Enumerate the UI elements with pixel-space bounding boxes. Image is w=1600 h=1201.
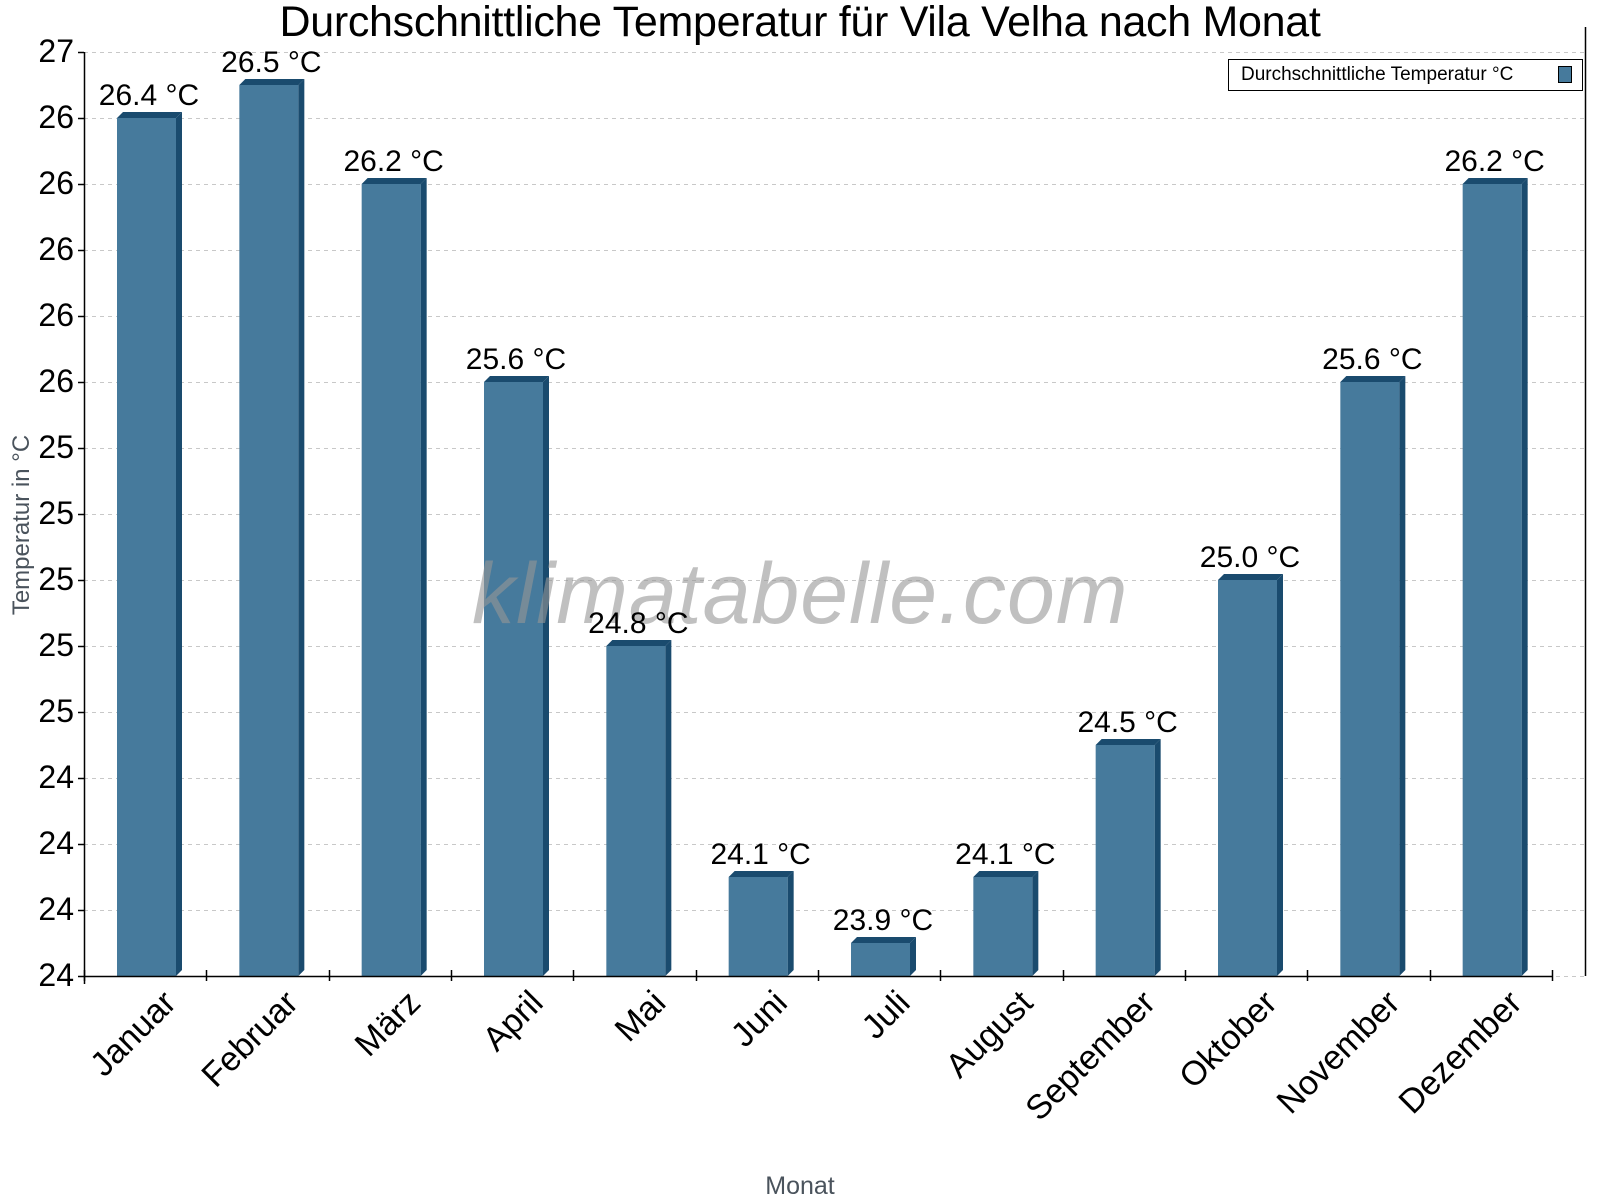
y-tick-label: 26 xyxy=(38,165,74,201)
value-label: 23.9 °C xyxy=(832,904,934,937)
bar-side xyxy=(910,937,916,976)
bar xyxy=(361,184,421,976)
value-label: 24.8 °C xyxy=(588,607,689,640)
bar xyxy=(1340,382,1400,976)
value-label: 26.2 °C xyxy=(1444,145,1545,178)
bar-side xyxy=(420,178,427,976)
y-tick-label: 24 xyxy=(38,957,74,993)
bar-side xyxy=(787,871,794,976)
y-tick-label: 25 xyxy=(38,561,74,597)
value-label: 24.5 °C xyxy=(1077,706,1178,739)
y-tick-label: 26 xyxy=(38,99,74,135)
bar xyxy=(728,877,788,976)
value-label: 25.6 °C xyxy=(465,343,567,376)
y-tick-label: 26 xyxy=(38,297,74,333)
y-tick-label: 25 xyxy=(38,495,74,531)
bar-top xyxy=(606,640,672,646)
bar-side xyxy=(1154,739,1161,976)
bar xyxy=(851,943,910,976)
bar xyxy=(973,877,1033,976)
x-axis-title: Monat xyxy=(765,1172,835,1200)
bar-side xyxy=(665,640,672,976)
legend-label: Durchschnittliche Temperatur °C xyxy=(1241,64,1514,85)
bar-side xyxy=(298,79,305,976)
value-label: 25.6 °C xyxy=(1322,343,1423,376)
bar-side xyxy=(176,112,182,976)
bar xyxy=(1462,184,1522,976)
bar xyxy=(239,85,299,976)
bar-top xyxy=(1095,739,1161,745)
bar xyxy=(1095,745,1155,976)
bar-top xyxy=(117,112,182,118)
y-tick-label: 24 xyxy=(38,759,74,795)
bar-top xyxy=(851,937,916,943)
y-tick-label: 25 xyxy=(38,429,74,465)
bar-top xyxy=(973,871,1039,877)
bar-side xyxy=(1277,574,1283,976)
bar-top xyxy=(361,178,427,184)
y-tick-label: 24 xyxy=(38,825,74,861)
bar-side xyxy=(1399,376,1406,976)
value-label: 25.0 °C xyxy=(1199,541,1301,574)
y-tick-label: 25 xyxy=(38,627,74,663)
y-tick-label: 26 xyxy=(38,363,74,399)
watermark: klimatabelle.com xyxy=(472,546,1129,642)
value-label: 26.4 °C xyxy=(98,79,200,112)
chart-title: Durchschnittliche Temperatur für Vila Ve… xyxy=(279,0,1321,46)
y-tick-label: 25 xyxy=(38,693,74,729)
legend: Durchschnittliche Temperatur °C xyxy=(1228,59,1583,91)
value-label: 26.5 °C xyxy=(221,46,322,79)
bar xyxy=(606,646,666,976)
bar xyxy=(117,118,176,976)
y-tick-label: 26 xyxy=(38,231,74,267)
bar-side xyxy=(1032,871,1039,976)
bar-top xyxy=(728,871,794,877)
bar-side xyxy=(1521,178,1528,976)
bar xyxy=(1218,580,1277,976)
bar-side xyxy=(543,376,549,976)
value-label: 26.2 °C xyxy=(343,145,444,178)
y-tick-label: 27 xyxy=(38,33,74,69)
value-label: 24.1 °C xyxy=(710,838,811,871)
value-label: 24.1 °C xyxy=(955,838,1056,871)
bar-top xyxy=(1462,178,1528,184)
y-tick-label: 24 xyxy=(38,891,74,927)
legend-swatch-icon xyxy=(1558,66,1572,83)
bar-top xyxy=(484,376,549,382)
bar-top xyxy=(1340,376,1406,382)
bar-top xyxy=(1218,574,1283,580)
bar-top xyxy=(239,79,305,85)
bar xyxy=(484,382,543,976)
